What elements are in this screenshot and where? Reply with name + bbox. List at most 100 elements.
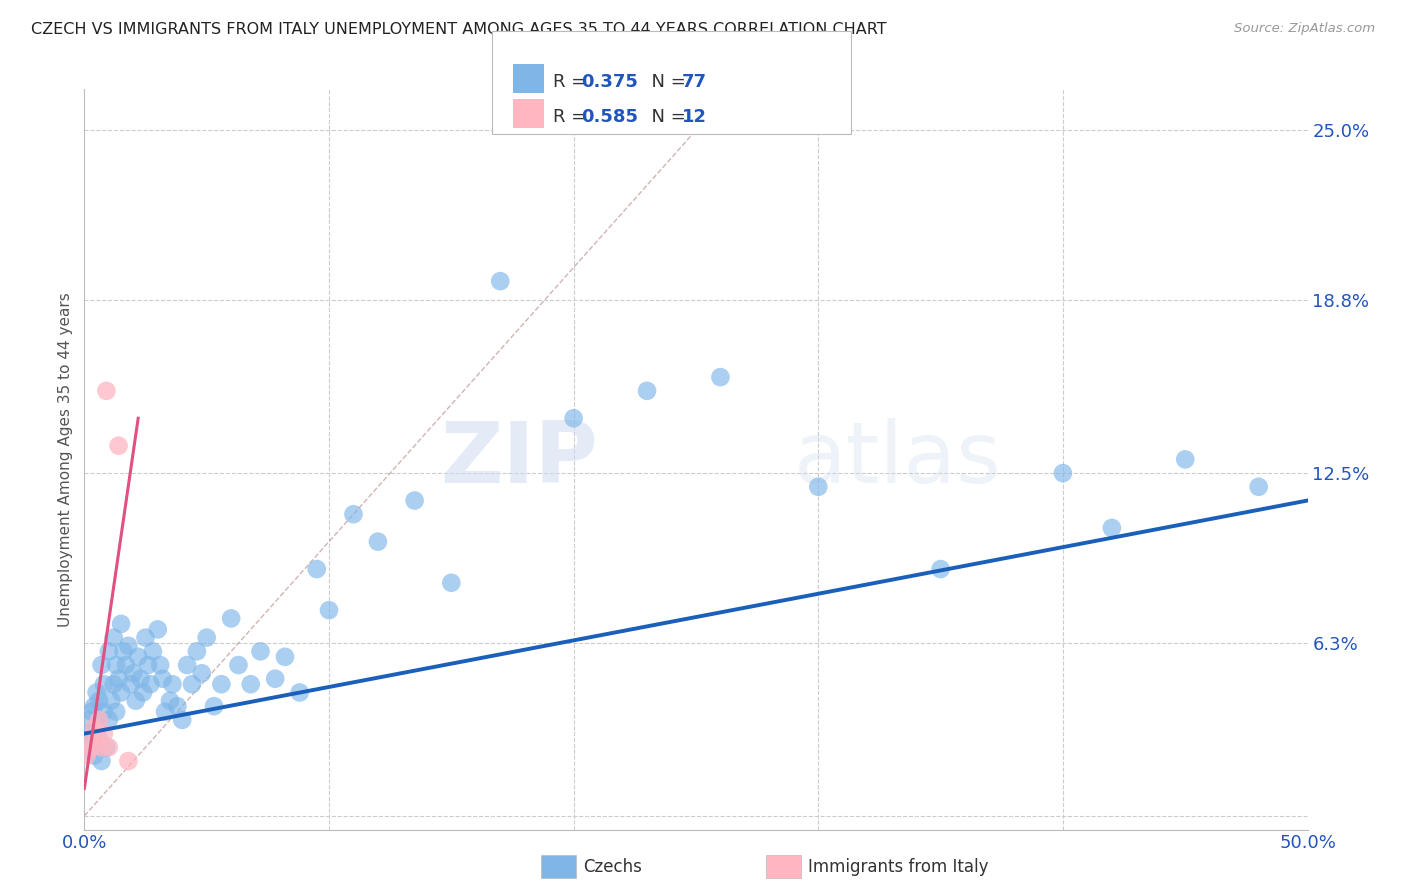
- Point: [249, 644, 271, 658]
- Point: [1247, 480, 1270, 494]
- Point: [77, 732, 100, 747]
- Point: [127, 649, 149, 664]
- Point: [86, 685, 108, 699]
- Point: [93, 705, 115, 719]
- Text: Immigrants from Italy: Immigrants from Italy: [808, 858, 988, 876]
- Point: [176, 658, 198, 673]
- Point: [83, 721, 105, 735]
- Point: [202, 699, 225, 714]
- Point: [105, 658, 128, 673]
- Text: atlas: atlas: [794, 417, 1002, 501]
- Point: [1174, 452, 1197, 467]
- Point: [90, 754, 112, 768]
- Text: CZECH VS IMMIGRANTS FROM ITALY UNEMPLOYMENT AMONG AGES 35 TO 44 YEARS CORRELATIO: CZECH VS IMMIGRANTS FROM ITALY UNEMPLOYM…: [31, 22, 887, 37]
- Text: Source: ZipAtlas.com: Source: ZipAtlas.com: [1234, 22, 1375, 36]
- Text: N =: N =: [640, 108, 692, 126]
- Point: [90, 740, 112, 755]
- Point: [86, 721, 108, 735]
- Point: [103, 631, 125, 645]
- Point: [636, 384, 658, 398]
- Point: [100, 694, 122, 708]
- Point: [83, 748, 105, 763]
- Point: [93, 726, 115, 740]
- Text: 77: 77: [682, 73, 707, 91]
- Point: [96, 384, 118, 398]
- Point: [86, 726, 108, 740]
- Point: [219, 611, 242, 625]
- Point: [90, 658, 112, 673]
- Point: [1052, 466, 1074, 480]
- Point: [83, 699, 105, 714]
- Point: [107, 672, 129, 686]
- Point: [153, 705, 176, 719]
- Point: [159, 694, 181, 708]
- Point: [1101, 521, 1123, 535]
- Point: [181, 677, 204, 691]
- Point: [342, 507, 364, 521]
- Point: [142, 644, 165, 658]
- Point: [103, 677, 125, 691]
- Text: 0.585: 0.585: [581, 108, 638, 126]
- Text: 0.375: 0.375: [581, 73, 637, 91]
- Point: [107, 439, 129, 453]
- Point: [305, 562, 328, 576]
- Point: [274, 649, 297, 664]
- Point: [264, 672, 287, 686]
- Point: [209, 677, 232, 691]
- Point: [489, 274, 512, 288]
- Point: [404, 493, 426, 508]
- Point: [562, 411, 585, 425]
- Text: R =: R =: [553, 73, 592, 91]
- Point: [135, 631, 157, 645]
- Point: [97, 713, 120, 727]
- Point: [76, 726, 98, 740]
- Point: [807, 480, 830, 494]
- Point: [367, 534, 389, 549]
- Point: [117, 639, 139, 653]
- Point: [87, 732, 110, 747]
- Point: [152, 672, 174, 686]
- Point: [709, 370, 731, 384]
- Point: [80, 705, 103, 719]
- Point: [87, 713, 110, 727]
- Text: R =: R =: [553, 108, 592, 126]
- Point: [77, 732, 100, 747]
- Point: [122, 666, 145, 681]
- Point: [129, 672, 152, 686]
- Point: [97, 644, 120, 658]
- Point: [195, 631, 218, 645]
- Point: [139, 677, 162, 691]
- Point: [228, 658, 250, 673]
- Point: [929, 562, 952, 576]
- Point: [239, 677, 262, 691]
- Point: [125, 694, 148, 708]
- Point: [110, 616, 132, 631]
- Point: [93, 677, 115, 691]
- Point: [80, 740, 103, 755]
- Text: Czechs: Czechs: [583, 858, 643, 876]
- Point: [440, 575, 463, 590]
- Point: [172, 713, 194, 727]
- Point: [117, 754, 139, 768]
- Point: [110, 685, 132, 699]
- Point: [112, 644, 135, 658]
- Point: [166, 699, 188, 714]
- Point: [149, 658, 172, 673]
- Point: [186, 644, 208, 658]
- Point: [96, 740, 118, 755]
- Text: ZIP: ZIP: [440, 417, 598, 501]
- Text: N =: N =: [640, 73, 692, 91]
- Point: [146, 623, 169, 637]
- Point: [77, 713, 100, 727]
- Point: [105, 705, 128, 719]
- Point: [136, 658, 159, 673]
- Point: [76, 748, 98, 763]
- Point: [288, 685, 311, 699]
- Point: [132, 685, 155, 699]
- Y-axis label: Unemployment Among Ages 35 to 44 years: Unemployment Among Ages 35 to 44 years: [58, 292, 73, 627]
- Point: [80, 740, 103, 755]
- Point: [191, 666, 214, 681]
- Point: [97, 740, 120, 755]
- Point: [318, 603, 340, 617]
- Point: [120, 677, 142, 691]
